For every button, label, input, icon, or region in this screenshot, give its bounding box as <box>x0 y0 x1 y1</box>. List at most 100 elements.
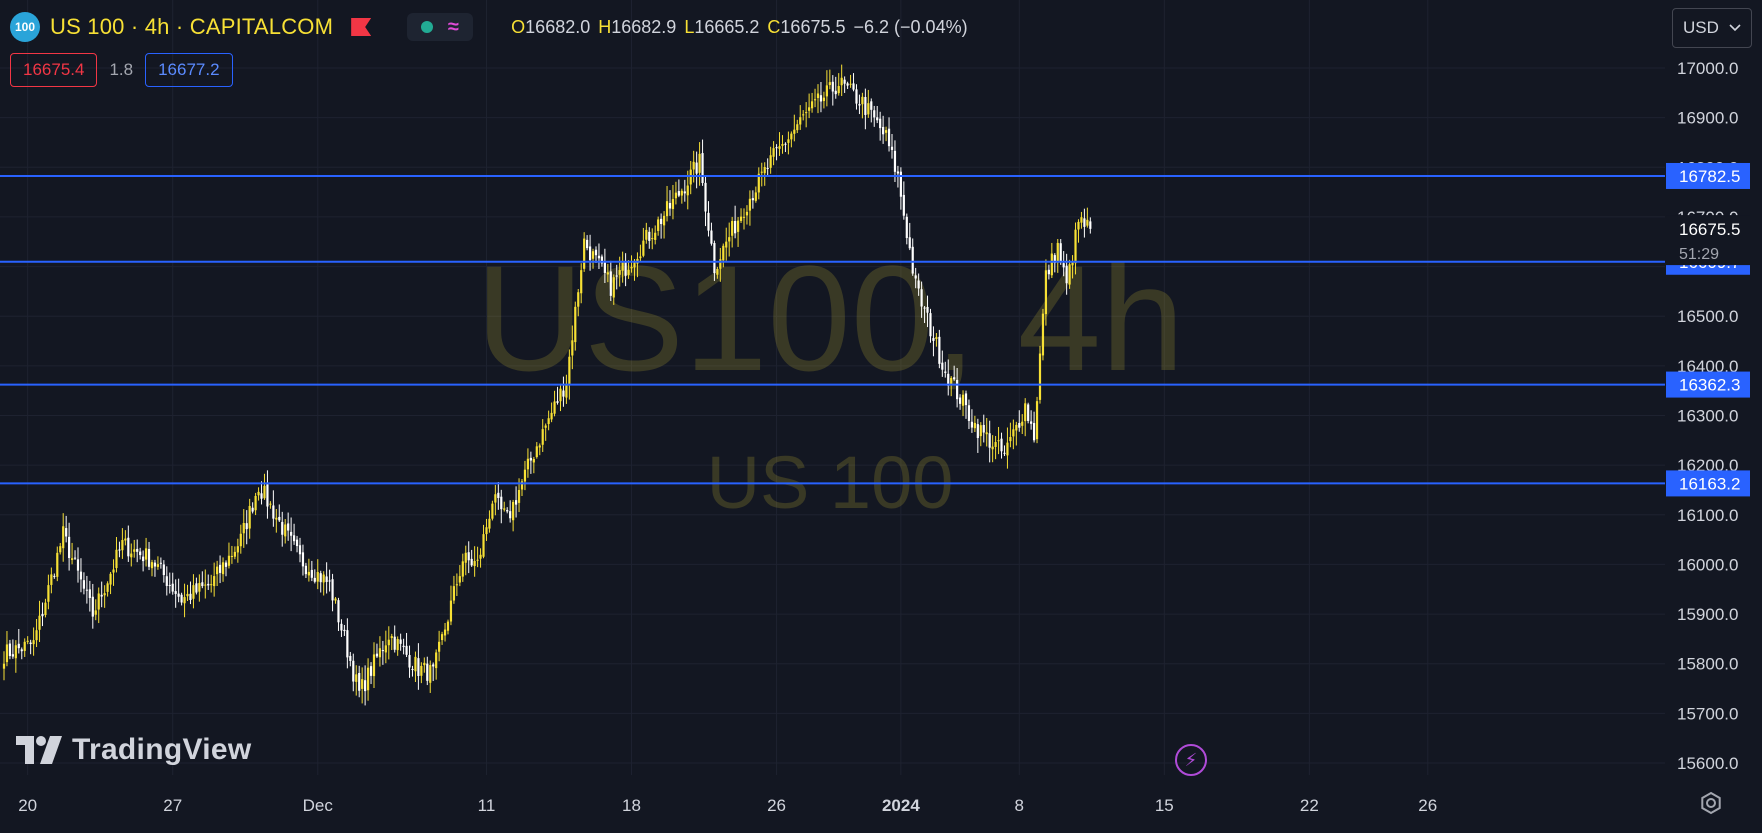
candle-body <box>719 259 722 269</box>
flag-icon[interactable] <box>351 18 372 36</box>
candle-body <box>121 540 124 551</box>
lightning-icon[interactable]: ⚡ <box>1175 744 1207 776</box>
candle-body <box>420 665 423 676</box>
price-tick-label: 15700.0 <box>1677 704 1738 723</box>
candle-body <box>754 192 757 201</box>
candle-body <box>1012 429 1015 437</box>
candle-body <box>997 440 1000 442</box>
candle-body <box>266 484 269 507</box>
candle-body <box>316 572 319 582</box>
candle-body <box>867 103 870 115</box>
candle-body <box>230 555 234 557</box>
candle-body <box>313 577 316 582</box>
candle-body <box>56 552 59 577</box>
price-axis[interactable] <box>1665 0 1762 833</box>
candle-body <box>35 630 38 641</box>
candle-body <box>760 171 763 173</box>
candle-body <box>973 422 976 429</box>
candle-body <box>156 564 160 567</box>
candle-body <box>769 155 772 168</box>
candle-body <box>591 251 595 259</box>
candle-body <box>59 546 62 553</box>
candle-body <box>147 548 151 567</box>
candle-body <box>905 216 908 239</box>
candle-body <box>455 584 458 586</box>
candle-body <box>1059 243 1062 262</box>
candle-body <box>565 384 568 398</box>
candle-body <box>372 654 376 677</box>
candle-body <box>399 639 402 644</box>
candle-body <box>902 194 905 216</box>
candle-body <box>908 237 911 249</box>
high-value: 16682.9 <box>611 16 677 37</box>
candle-body <box>358 672 361 691</box>
ohlc-values: O16682.0 H16682.9 L16665.2 C16675.5 −6.2… <box>511 17 967 38</box>
candle-body <box>745 211 749 216</box>
candle-body <box>378 648 382 658</box>
candle-body <box>958 397 962 404</box>
candle-body <box>411 668 414 670</box>
candle-body <box>168 584 171 586</box>
candle-body <box>497 492 500 499</box>
open-label: O <box>511 16 526 37</box>
candle-body <box>810 101 814 109</box>
candle-body <box>707 212 710 231</box>
candle-body <box>180 594 183 603</box>
candle-body <box>787 139 790 143</box>
price-tick-label: 15900.0 <box>1677 605 1738 624</box>
candle-body <box>1035 401 1039 440</box>
candle-body <box>470 558 473 566</box>
candle-body <box>627 269 630 275</box>
candle-body <box>186 593 189 597</box>
candle-body <box>8 643 12 656</box>
candle-body <box>639 256 642 259</box>
candle-body <box>106 583 109 592</box>
candle-body <box>387 639 390 646</box>
candle-body <box>668 202 672 209</box>
candle-body <box>322 574 325 583</box>
candle-body <box>369 666 373 676</box>
watermark-main: US100, 4h <box>476 234 1185 402</box>
buy-button[interactable]: 16677.2 <box>145 53 233 87</box>
candle-body <box>512 501 515 521</box>
candle-body <box>328 580 331 582</box>
sell-button[interactable]: 16675.4 <box>10 53 98 87</box>
candle-body <box>722 245 725 261</box>
candle-body <box>994 442 997 447</box>
candle-body <box>950 377 953 385</box>
candle-body <box>319 573 322 583</box>
symbol-logo-icon[interactable]: 100 <box>10 12 40 42</box>
price-tick-label: 16200.0 <box>1677 456 1738 475</box>
candle-body <box>254 495 257 511</box>
candle-body <box>263 485 266 499</box>
candle-body <box>53 575 56 577</box>
market-status-pill[interactable]: ≈ <box>407 13 474 41</box>
candle-body <box>941 362 944 370</box>
candle-body <box>221 562 225 575</box>
time-axis[interactable] <box>0 775 1665 833</box>
tradingview-logo[interactable]: TradingView <box>16 730 251 770</box>
gear-icon[interactable] <box>1698 790 1724 816</box>
symbol-title[interactable]: US 100 · 4h · CAPITALCOM <box>50 14 334 39</box>
candle-body <box>580 270 583 294</box>
candle-body <box>239 533 242 547</box>
candle-body <box>438 641 441 652</box>
candle-body <box>251 507 254 512</box>
candle-body <box>1038 353 1042 400</box>
candle-body <box>772 148 775 157</box>
currency-dropdown[interactable]: USD <box>1672 8 1752 48</box>
candle-body <box>198 583 201 592</box>
candle-body <box>784 143 787 145</box>
spread-value: 1.8 <box>109 60 134 79</box>
market-open-dot-icon <box>421 21 434 33</box>
candle-body <box>473 561 476 567</box>
candle-body <box>461 561 464 577</box>
candle-body <box>583 238 586 269</box>
candle-body <box>728 237 731 242</box>
candle-body <box>828 82 831 86</box>
candle-body <box>662 215 666 226</box>
candle-body <box>677 191 680 196</box>
candle-body <box>248 505 251 529</box>
